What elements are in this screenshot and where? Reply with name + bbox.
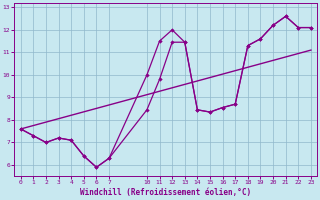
X-axis label: Windchill (Refroidissement éolien,°C): Windchill (Refroidissement éolien,°C) (80, 188, 252, 197)
